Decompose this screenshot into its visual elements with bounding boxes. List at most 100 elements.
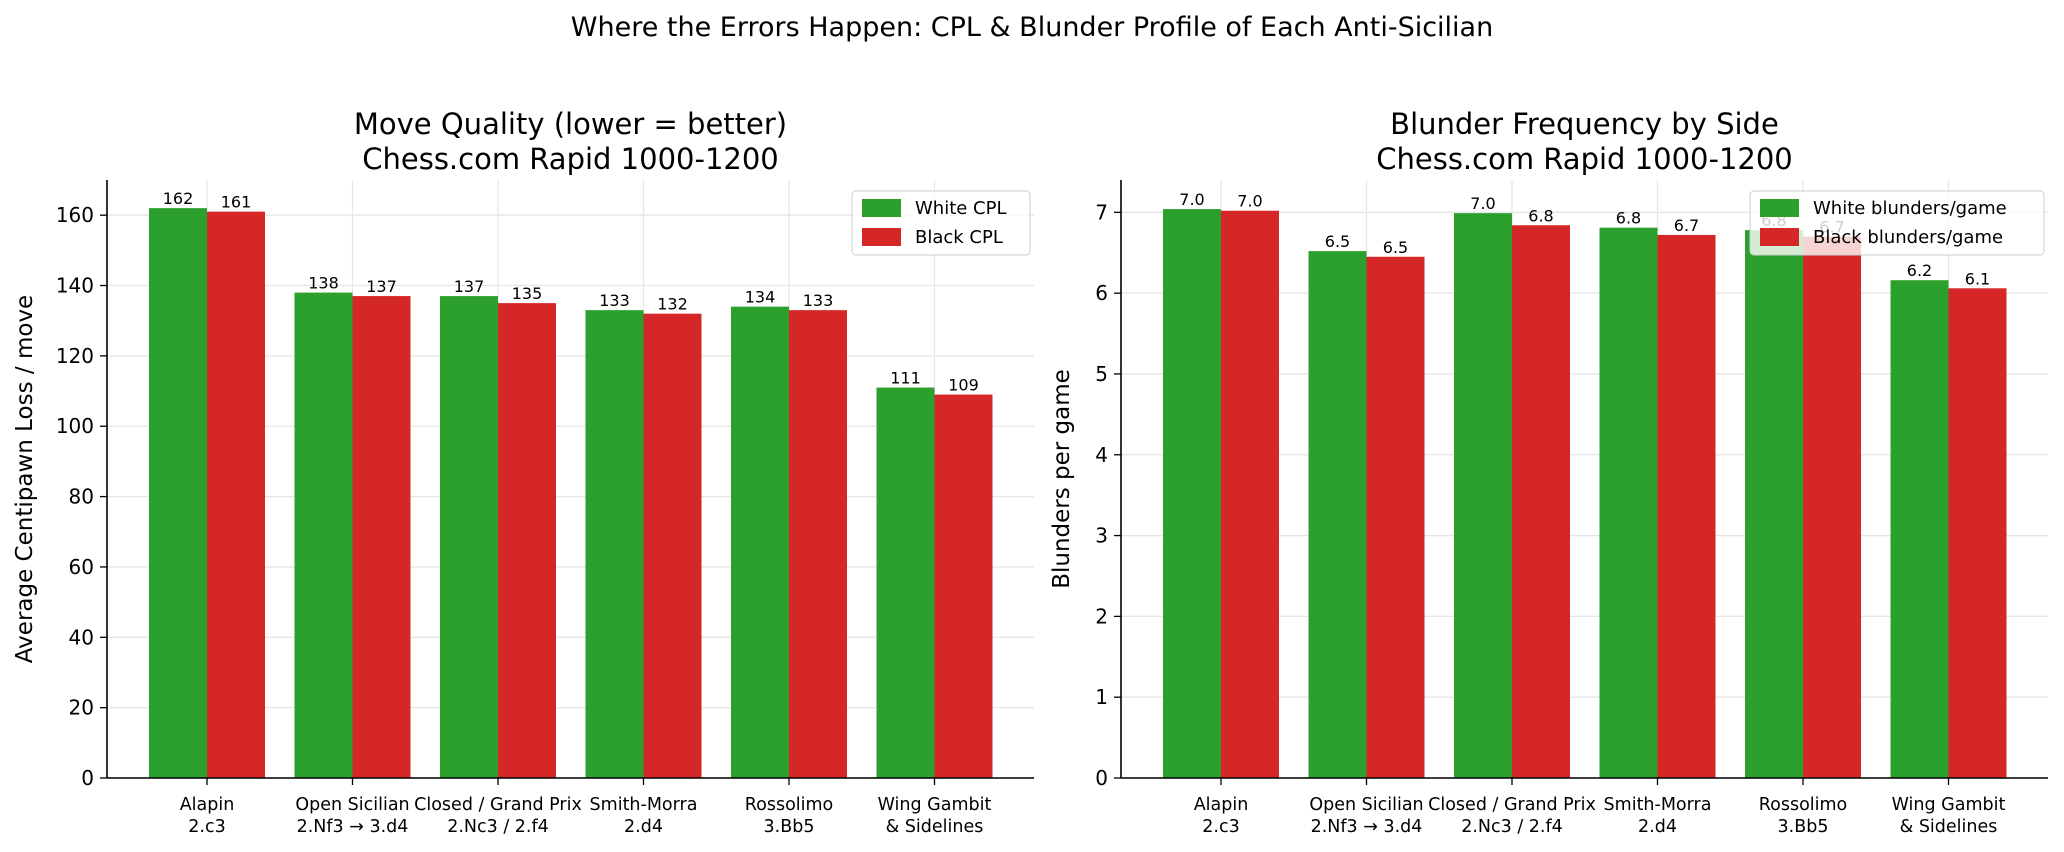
legend-label: White blunders/game <box>1813 198 2007 219</box>
bar-value-label: 7.0 <box>1179 190 1204 209</box>
bar-value-label: 137 <box>454 277 485 296</box>
bar-value-label: 161 <box>221 193 252 212</box>
x-tick-label-line1: Open Sicilian <box>1309 795 1423 815</box>
x-tick-label-line1: Closed / Grand Prix <box>414 795 582 815</box>
bar <box>1803 236 1861 778</box>
bar <box>643 313 702 778</box>
bar <box>1163 209 1221 778</box>
bar <box>1221 210 1279 778</box>
y-tick-label: 120 <box>56 344 94 368</box>
legend-label: Black CPL <box>915 227 1003 248</box>
chart-subtitle: Chess.com Rapid 1000-1200 <box>362 142 779 176</box>
y-tick-label: 4 <box>1095 443 1108 467</box>
legend-swatch <box>862 228 901 246</box>
bar <box>440 296 498 778</box>
y-tick-label: 20 <box>69 696 94 720</box>
x-tick-label-line2: 2.Nc3 / 2.f4 <box>447 817 549 837</box>
bar <box>294 292 353 778</box>
bar-value-label: 6.8 <box>1528 206 1553 225</box>
x-tick-label-line2: 3.Bb5 <box>1778 817 1829 837</box>
legend-swatch <box>1760 228 1799 246</box>
bar <box>1657 234 1716 778</box>
bar <box>352 296 411 778</box>
x-tick-label-line1: Rossolimo <box>745 795 834 815</box>
x-tick-label-line1: Smith-Morra <box>590 795 698 815</box>
bar-value-label: 6.2 <box>1907 261 1932 280</box>
bar <box>1512 225 1570 779</box>
y-tick-label: 1 <box>1095 685 1108 709</box>
bar-value-label: 6.1 <box>1965 269 1990 288</box>
bar <box>585 310 644 778</box>
legend-box <box>1749 190 2045 256</box>
chart-title: Move Quality (lower = better) <box>354 107 787 141</box>
x-tick-label-line2: & Sidelines <box>1900 817 1998 837</box>
y-tick-label: 2 <box>1095 604 1108 628</box>
x-tick-label-line2: 2.Nc3 / 2.f4 <box>1461 817 1563 837</box>
y-tick-label: 80 <box>69 485 94 509</box>
bar-value-label: 132 <box>657 295 688 314</box>
y-tick-label: 0 <box>81 766 94 790</box>
x-tick-label-line2: 2.Nf3 → 3.d4 <box>297 817 409 837</box>
x-tick-label-line1: Alapin <box>1194 795 1249 815</box>
y-axis-label: Average Centipawn Loss / move <box>12 295 38 663</box>
y-tick-label: 40 <box>69 625 94 649</box>
x-tick-label-line2: 2.Nf3 → 3.d4 <box>1311 817 1423 837</box>
bar-value-label: 162 <box>163 189 194 208</box>
y-tick-label: 140 <box>56 274 94 298</box>
legend: White blunders/game Black blunders/game <box>1749 190 2045 256</box>
bar <box>207 211 265 779</box>
bar-value-label: 6.5 <box>1383 238 1408 257</box>
bar <box>1599 227 1658 779</box>
bar-value-label: 6.7 <box>1674 216 1699 235</box>
bar <box>1890 280 1949 778</box>
y-tick-label: 6 <box>1095 281 1108 305</box>
bar <box>1308 251 1367 778</box>
legend-label: Black blunders/game <box>1813 227 2003 248</box>
bar-value-label: 138 <box>308 274 339 293</box>
figure-suptitle: Where the Errors Happen: CPL & Blunder P… <box>571 12 1493 43</box>
bar <box>498 303 556 778</box>
bar-value-label: 134 <box>745 288 776 307</box>
bar <box>934 394 993 778</box>
bar-value-label: 111 <box>890 369 921 388</box>
y-tick-label: 3 <box>1095 524 1108 548</box>
bar <box>876 387 935 778</box>
y-axis-label: Blunders per game <box>1049 369 1075 589</box>
chart-subtitle: Chess.com Rapid 1000-1200 <box>1376 142 1793 176</box>
x-tick-label-line1: Wing Gambit <box>878 795 992 815</box>
y-tick-label: 60 <box>69 555 94 579</box>
x-tick-label-line1: Smith-Morra <box>1604 795 1712 815</box>
bar <box>1948 288 2007 778</box>
legend-swatch <box>1760 199 1799 217</box>
bar <box>1366 256 1425 778</box>
bar-value-label: 137 <box>366 277 397 296</box>
bar-value-label: 109 <box>948 376 979 395</box>
bar-value-label: 133 <box>803 291 834 310</box>
x-tick-label-line2: 2.c3 <box>1202 817 1239 837</box>
bar-value-label: 135 <box>512 284 543 303</box>
x-tick-label-line2: 3.Bb5 <box>764 817 815 837</box>
bar <box>1454 213 1512 778</box>
x-tick-label-line2: 2.c3 <box>188 817 225 837</box>
y-tick-label: 100 <box>56 414 94 438</box>
x-tick-label-line2: 2.d4 <box>1638 817 1677 837</box>
y-tick-label: 7 <box>1095 200 1108 224</box>
bar-value-label: 7.0 <box>1470 194 1495 213</box>
chart-title: Blunder Frequency by Side <box>1390 107 1779 141</box>
y-tick-label: 160 <box>56 203 94 227</box>
bar <box>149 208 207 778</box>
cpl-chart-panel: Move Quality (lower = better)Chess.com R… <box>12 107 1034 837</box>
x-tick-label-line1: Closed / Grand Prix <box>1428 795 1596 815</box>
x-tick-label-line2: & Sidelines <box>886 817 984 837</box>
bar-value-label: 6.8 <box>1616 209 1641 228</box>
x-tick-label-line1: Open Sicilian <box>295 795 409 815</box>
bar <box>731 306 789 778</box>
y-tick-label: 5 <box>1095 362 1108 386</box>
legend: White CPL Black CPL <box>851 190 1031 256</box>
bar-value-label: 7.0 <box>1237 192 1262 211</box>
bar <box>1745 230 1803 778</box>
x-tick-label-line1: Wing Gambit <box>1892 795 2006 815</box>
x-tick-label-line2: 2.d4 <box>624 817 663 837</box>
x-tick-label-line1: Rossolimo <box>1759 795 1848 815</box>
